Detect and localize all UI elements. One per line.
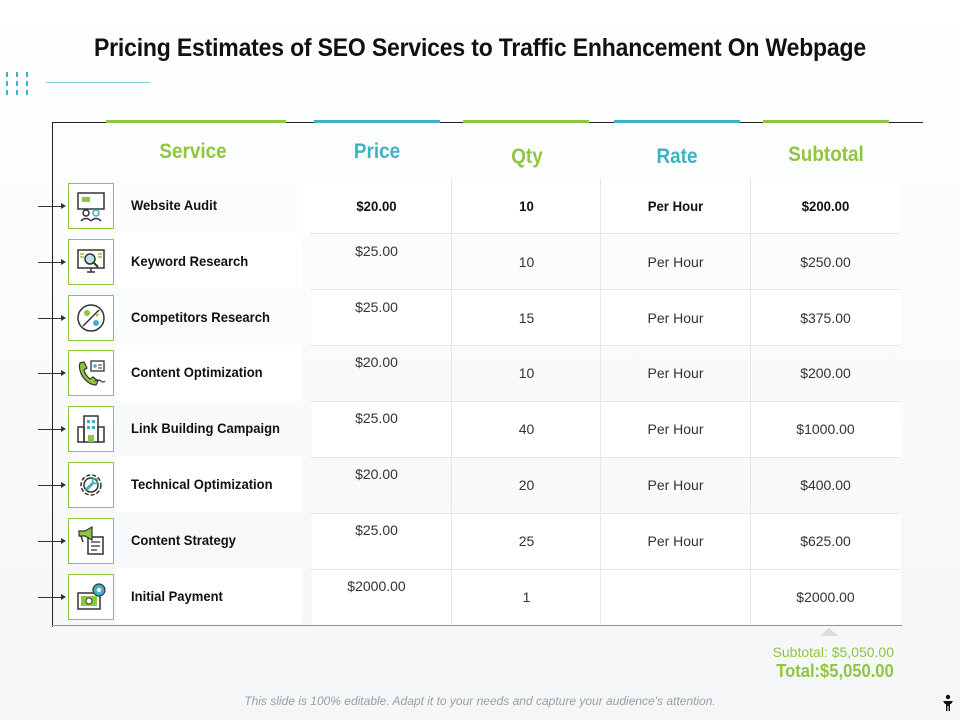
title-underline <box>46 82 150 83</box>
qty-header-bar <box>463 120 589 123</box>
subtotal-cell: $2000.00 <box>796 589 855 605</box>
price-cell: $25.00 <box>355 243 398 259</box>
qty-cell: 20 <box>518 477 535 493</box>
rate-cell: Per Hour <box>647 310 704 326</box>
service-name: Keyword Research <box>131 253 249 269</box>
rate-cell: Per Hour <box>647 533 704 549</box>
service-name: Initial Payment <box>131 588 223 604</box>
subtotal-cell: $625.00 <box>800 533 851 549</box>
phone-content-icon <box>68 350 114 396</box>
row-arrow <box>38 259 66 265</box>
qty-cell: 25 <box>518 533 535 549</box>
subtotal-cell: $1000.00 <box>796 421 855 437</box>
service-name: Content Strategy <box>131 532 236 548</box>
header-service: Service <box>159 140 227 163</box>
rate-cell: Per Hour <box>647 421 704 437</box>
header-qty: Qty <box>511 145 543 168</box>
row-arrow <box>38 538 66 544</box>
price-cell: $25.00 <box>355 410 398 426</box>
megaphone-doc-icon <box>68 518 114 564</box>
row-arrow <box>38 426 66 432</box>
row-arrow <box>38 482 66 488</box>
summary-total: Total:$5,050.00 <box>776 661 894 681</box>
footer-note: This slide is 100% editable. Adapt it to… <box>244 694 716 708</box>
gear-wrench-icon <box>68 462 114 508</box>
rate-header-bar <box>614 120 740 123</box>
price-header-bar <box>314 120 440 123</box>
person-logo-icon <box>943 694 953 711</box>
header-price: Price <box>353 140 401 163</box>
qty-cell: 10 <box>519 198 534 214</box>
summary-pointer <box>820 628 838 636</box>
competitors-icon <box>68 295 114 341</box>
service-name: Link Building Campaign <box>131 420 281 436</box>
decorative-dots <box>6 72 38 96</box>
subtotal-cell: $200.00 <box>801 198 850 214</box>
table-bottom-border <box>52 625 902 626</box>
header-subtotal: Subtotal <box>788 143 864 166</box>
service-name: Competitors Research <box>131 309 270 325</box>
price-cell: $25.00 <box>355 299 398 315</box>
price-cell: $20.00 <box>355 354 398 370</box>
price-cell: $20.00 <box>355 466 398 482</box>
row-arrow <box>38 315 66 321</box>
row-arrow <box>38 370 66 376</box>
row-arrow <box>38 594 66 600</box>
rate-cell: Per Hour <box>647 198 704 214</box>
payment-icon <box>68 574 114 620</box>
service-name: Website Audit <box>131 197 218 213</box>
service-name: Technical Optimization <box>131 476 273 492</box>
qty-cell: 40 <box>518 421 535 437</box>
qty-cell: 1 <box>522 589 531 605</box>
rate-cell: Per Hour <box>647 365 704 381</box>
monitor-search-icon <box>68 239 114 285</box>
subtotal-cell: $400.00 <box>800 477 851 493</box>
rate-cell: Per Hour <box>647 254 704 270</box>
price-cell: $20.00 <box>356 198 397 214</box>
subtotal-cell: $250.00 <box>800 254 851 270</box>
qty-cell: 15 <box>518 310 535 326</box>
qty-cell: 10 <box>518 365 535 381</box>
building-icon <box>68 406 114 452</box>
audit-people-icon <box>68 183 114 229</box>
rate-cell: Per Hour <box>647 477 704 493</box>
qty-cell: 10 <box>518 254 535 270</box>
service-header-bar <box>106 120 286 123</box>
price-cell: $25.00 <box>355 522 398 538</box>
price-cell: $2000.00 <box>347 578 406 594</box>
subtotal-cell: $200.00 <box>800 365 851 381</box>
page-title: Pricing Estimates of SEO Services to Tra… <box>93 34 867 62</box>
summary-subtotal: Subtotal: $5,050.00 <box>772 644 894 660</box>
header-rate: Rate <box>656 145 698 168</box>
subtotal-header-bar <box>763 120 889 123</box>
subtotal-cell: $375.00 <box>800 310 851 326</box>
service-name: Content Optimization <box>131 364 263 380</box>
row-arrow <box>38 203 66 209</box>
